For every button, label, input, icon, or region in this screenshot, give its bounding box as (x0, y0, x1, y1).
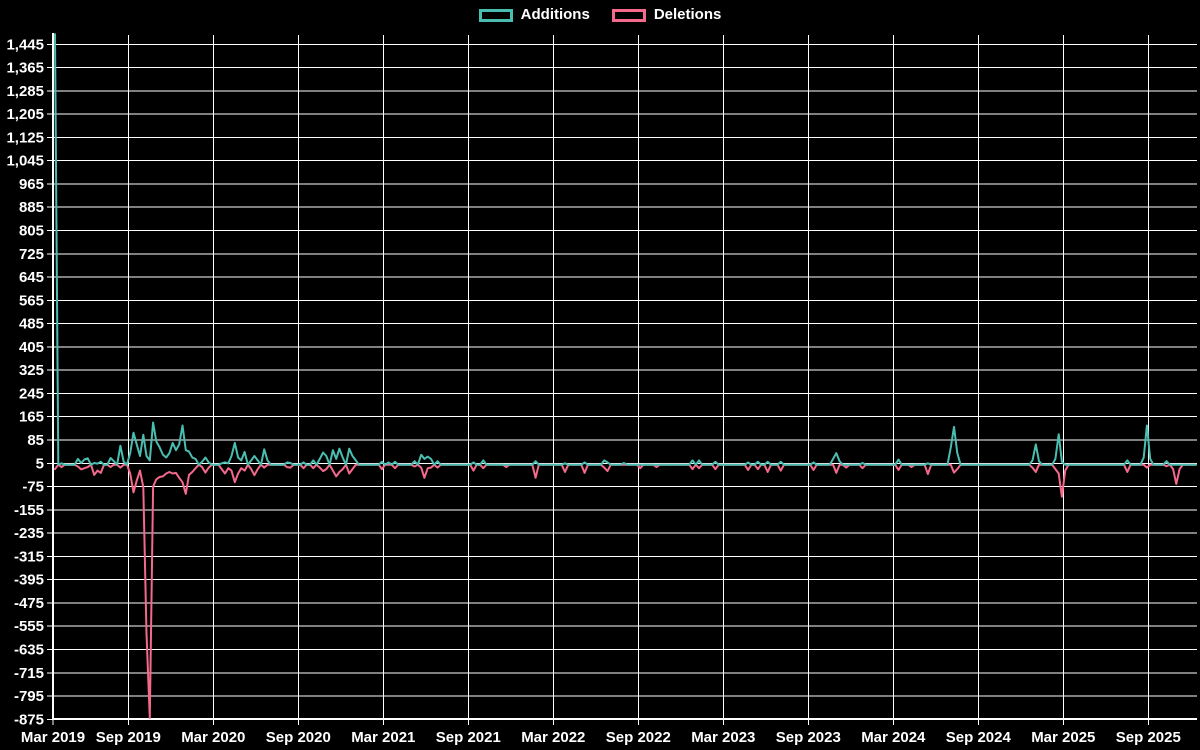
svg-text:245: 245 (19, 385, 44, 402)
svg-text:1,205: 1,205 (6, 106, 44, 123)
svg-text:405: 405 (19, 339, 44, 356)
deletions-line (54, 463, 1197, 719)
svg-text:565: 565 (19, 292, 44, 309)
svg-text:Sep 2022: Sep 2022 (606, 729, 671, 746)
svg-text:Mar 2023: Mar 2023 (691, 729, 755, 746)
svg-text:805: 805 (19, 223, 44, 240)
svg-text:Mar 2022: Mar 2022 (521, 729, 585, 746)
svg-text:Mar 2024: Mar 2024 (861, 729, 926, 746)
chart-legend: Additions Deletions (0, 6, 1200, 24)
svg-text:725: 725 (19, 246, 44, 263)
svg-text:Sep 2024: Sep 2024 (946, 729, 1012, 746)
svg-text:Sep 2019: Sep 2019 (96, 729, 161, 746)
svg-text:1,365: 1,365 (6, 60, 44, 77)
svg-text:Mar 2020: Mar 2020 (181, 729, 245, 746)
svg-text:Mar 2021: Mar 2021 (351, 729, 415, 746)
svg-text:645: 645 (19, 269, 44, 286)
y-axis-labels: 1,445 1,365 1,285 1,205 1,125 1,045 965 885 805 7… (6, 36, 44, 728)
svg-text:965: 965 (19, 176, 44, 193)
svg-text:-875: -875 (14, 711, 44, 728)
svg-text:-635: -635 (14, 641, 44, 658)
additions-swatch-icon (478, 8, 513, 22)
legend-item-deletions[interactable]: Deletions (611, 6, 722, 24)
svg-text:-235: -235 (14, 525, 44, 542)
additions-line (54, 33, 1197, 466)
svg-text:-395: -395 (14, 572, 44, 589)
svg-text:-795: -795 (14, 688, 44, 705)
x-axis-labels: Mar 2019 Sep 2019 Mar 2020 Sep 2020 Mar 2021… (21, 729, 1181, 746)
svg-text:1,045: 1,045 (6, 153, 44, 170)
svg-text:-715: -715 (14, 665, 44, 682)
svg-text:-315: -315 (14, 548, 44, 565)
svg-text:1,125: 1,125 (6, 129, 44, 146)
svg-text:Mar 2025: Mar 2025 (1031, 729, 1095, 746)
svg-text:-475: -475 (14, 595, 44, 612)
legend-label-additions: Additions (520, 6, 590, 23)
legend-item-additions[interactable]: Additions (478, 6, 590, 24)
svg-text:885: 885 (19, 199, 44, 216)
svg-text:Sep 2020: Sep 2020 (266, 729, 331, 746)
svg-text:Mar 2019: Mar 2019 (21, 729, 85, 746)
legend-label-deletions: Deletions (653, 6, 722, 23)
svg-text:1,285: 1,285 (6, 83, 44, 100)
svg-text:485: 485 (19, 316, 44, 333)
svg-text:-75: -75 (22, 479, 44, 496)
svg-text:5: 5 (36, 455, 44, 472)
svg-text:-155: -155 (14, 502, 44, 519)
svg-text:Sep 2025: Sep 2025 (1116, 729, 1181, 746)
svg-text:325: 325 (19, 362, 44, 379)
gridlines (47, 35, 1197, 725)
deletions-swatch-icon (611, 8, 646, 22)
svg-text:Sep 2023: Sep 2023 (776, 729, 841, 746)
svg-text:Sep 2021: Sep 2021 (436, 729, 501, 746)
svg-text:-555: -555 (14, 618, 44, 635)
axes (52, 33, 1197, 720)
svg-text:85: 85 (27, 432, 44, 449)
svg-text:165: 165 (19, 409, 44, 426)
svg-text:1,445: 1,445 (6, 36, 44, 53)
